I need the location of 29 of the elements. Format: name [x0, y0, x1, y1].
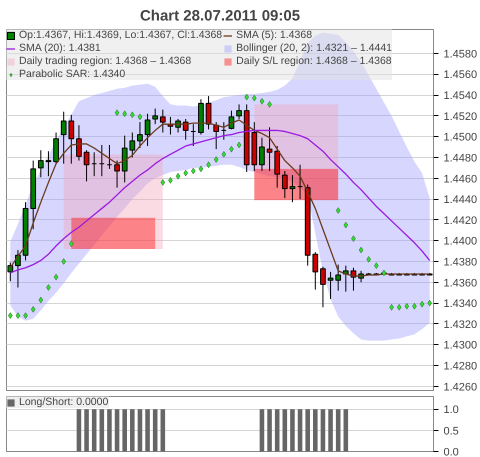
y-tick-label: 1.4380: [444, 256, 478, 268]
y-tick-label: 1.4400: [444, 236, 478, 248]
y-tick-label: 1.4280: [444, 360, 478, 373]
legend-label: Daily trading region: 1.4368 – 1.4368: [19, 55, 192, 67]
legend-label: Long/Short: 0.0000: [19, 396, 108, 408]
legend-label: Bollinger (20, 2): 1.4321 – 1.4441: [236, 42, 392, 54]
legend-label: Parabolic SAR: 1.4340: [19, 68, 126, 80]
y-tick-label: 1.4580: [444, 48, 478, 60]
y-tick-label: 1.4300: [444, 340, 478, 352]
legend-label: SMA (5): 1.4368: [236, 29, 312, 41]
y-tick-label: 1.0: [444, 404, 459, 416]
y-tick-label: 1.4560: [444, 69, 478, 82]
y-tick-label: 1.4320: [444, 318, 478, 331]
chart-title: Chart 28.07.2011 09:05: [140, 8, 300, 24]
y-tick-label: 1.4260: [444, 381, 478, 394]
y-tick-label: 1.4340: [444, 298, 478, 310]
y-tick-label: 0.0: [444, 446, 459, 457]
y-tick-label: 1.4440: [444, 194, 478, 206]
legend-label: Daily S/L region: 1.4368 – 1.4368: [236, 55, 392, 67]
y-tick-label: 1.4460: [444, 173, 478, 186]
y-tick-label: 0.5: [444, 425, 459, 438]
y-tick-label: 1.4500: [444, 132, 478, 144]
y-tick-label: 1.4480: [444, 152, 478, 164]
y-tick-label: 1.4520: [444, 110, 478, 123]
y-tick-label: 1.4540: [444, 90, 478, 102]
y-tick-label: 1.4360: [444, 277, 478, 290]
legend-label: Op:1.4367, Hi:1.4369, Lo:1.4367, Cl:1.4368: [19, 29, 222, 41]
legend-label: SMA (20): 1.4381: [19, 42, 101, 54]
y-tick-label: 1.4420: [444, 214, 478, 227]
